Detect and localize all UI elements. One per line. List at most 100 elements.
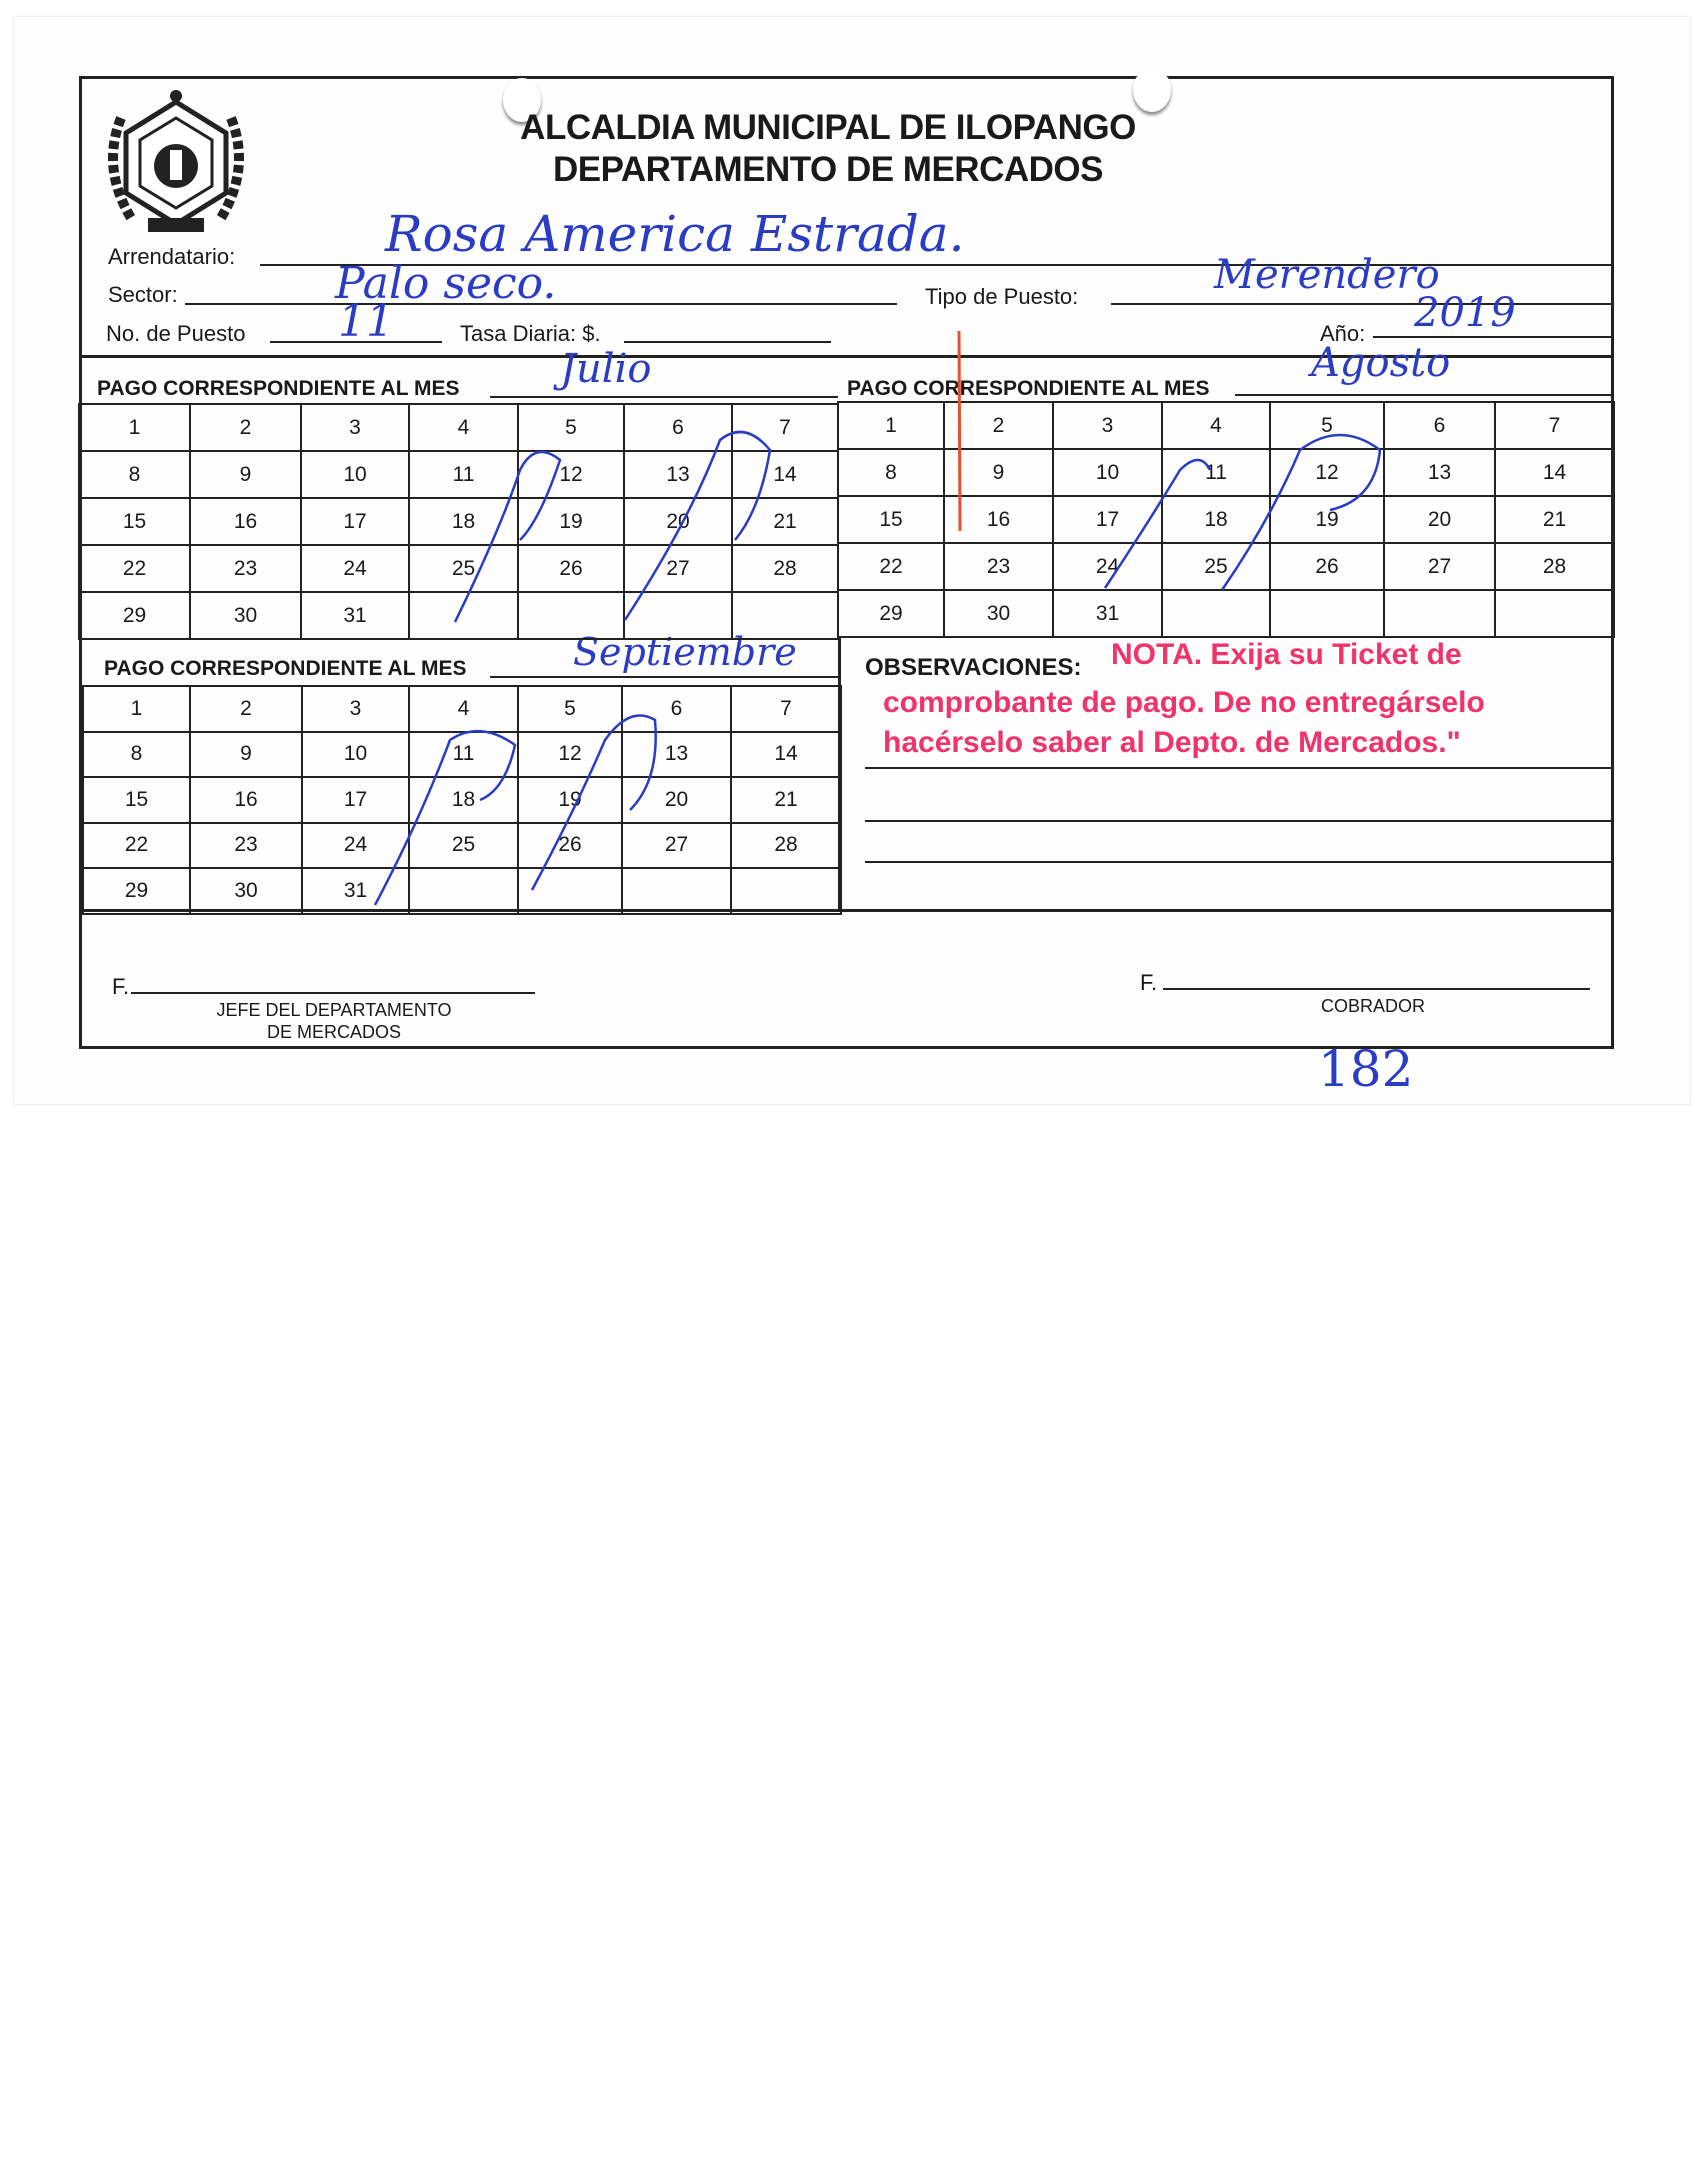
pen-slash (1220, 433, 1382, 591)
day-number: 19 (1315, 507, 1339, 531)
sector-line (185, 303, 897, 305)
day-number: 5 (1321, 413, 1333, 437)
anio-label: Año: (1320, 321, 1366, 346)
day-number: 14 (774, 742, 798, 766)
day-number: 9 (240, 742, 252, 766)
right-signature-prefix: F. (1140, 970, 1158, 995)
tipo-puesto-value[interactable]: Merendero (1214, 252, 1440, 298)
month-3-label: PAGO CORRESPONDIENTE AL MES (104, 657, 467, 680)
day-number: 22 (122, 556, 147, 580)
day-number: 19 (559, 509, 583, 533)
day-number: 30 (986, 601, 1011, 625)
day-number: 6 (1433, 413, 1446, 437)
anio-value[interactable]: 2019 (1414, 290, 1516, 336)
day-number: 30 (234, 878, 258, 902)
day-number: 24 (1095, 554, 1120, 578)
handwritten-number: 182 (1318, 1040, 1414, 1098)
obs-line (865, 767, 1614, 769)
day-number: 7 (779, 415, 791, 439)
day-number: 3 (349, 696, 362, 720)
day-number: 3 (349, 415, 361, 439)
day-number: 8 (128, 462, 141, 486)
day-number: 4 (1210, 413, 1222, 437)
empty-cell[interactable] (730, 867, 842, 915)
pen-slash (530, 714, 657, 891)
red-mark (957, 330, 962, 532)
anio-line (1373, 336, 1612, 338)
empty-cell[interactable] (1494, 589, 1615, 638)
day-number: 22 (124, 833, 149, 857)
day-number: 25 (1204, 554, 1228, 578)
day-number: 23 (233, 556, 258, 580)
puesto-value[interactable]: 11 (338, 296, 394, 347)
day-number: 6 (672, 415, 684, 439)
day-number: 15 (879, 507, 903, 531)
left-signature-prefix: F. (112, 974, 130, 999)
puesto-line (270, 341, 442, 343)
day-number: 23 (986, 554, 1011, 578)
day-number: 11 (452, 742, 475, 766)
day-number: 16 (986, 507, 1011, 531)
pen-slash (623, 430, 772, 621)
day-number: 3 (1101, 413, 1114, 437)
day-number: 6 (670, 696, 683, 720)
day-number: 14 (1542, 460, 1567, 484)
page-subtitle: DEPARTAMENTO DE MERCADOS (553, 150, 1103, 189)
day-number: 28 (774, 833, 798, 857)
divider (79, 355, 1614, 358)
day-number: 27 (1427, 554, 1452, 578)
pen-slash (373, 729, 517, 906)
punch-hole (503, 78, 541, 122)
left-signature-title-2: DE MERCADOS (266, 1022, 402, 1042)
day-number: 18 (451, 787, 476, 811)
sector-label: Sector: (108, 282, 178, 307)
day-number: 24 (343, 833, 368, 857)
day-number: 11 (1205, 460, 1227, 484)
day-number: 31 (343, 603, 367, 627)
day-number: 29 (122, 603, 147, 627)
day-number: 15 (122, 509, 147, 533)
card-border (79, 76, 1614, 1049)
arrendatario-value[interactable]: Rosa America Estrada. (385, 205, 965, 263)
pen-slash (453, 450, 562, 623)
sector-value[interactable]: Palo seco. (335, 258, 557, 309)
day-number: 24 (343, 556, 367, 580)
day-number: 31 (1095, 601, 1120, 625)
day-number: 10 (343, 742, 368, 766)
day-number: 4 (457, 696, 470, 720)
day-number: 29 (879, 601, 903, 625)
day-number: 29 (124, 878, 149, 902)
note-line-1: NOTA. Exija su Ticket de (1111, 638, 1462, 671)
tipo-puesto-line (1111, 303, 1612, 305)
month-1-label: PAGO CORRESPONDIENTE AL MES (97, 377, 460, 400)
month-1-line (490, 396, 838, 398)
day-number: 12 (558, 742, 582, 766)
month-2-value[interactable]: Agosto (1311, 340, 1451, 386)
day-number: 9 (992, 460, 1005, 484)
observaciones-label: OBSERVACIONES: (865, 654, 1082, 681)
day-number: 18 (451, 509, 476, 533)
day-number: 5 (564, 696, 576, 720)
day-number: 30 (233, 603, 258, 627)
month-1-value[interactable]: Julio (560, 346, 652, 392)
day-number: 28 (773, 556, 797, 580)
day-number: 1 (130, 696, 143, 720)
obs-line (865, 861, 1614, 863)
note-line-2: comprobante de pago. De no entregárselo (883, 686, 1485, 719)
day-number: 25 (451, 556, 476, 580)
day-number: 7 (1548, 413, 1561, 437)
day-number: 22 (879, 554, 903, 578)
day-number: 26 (559, 556, 583, 580)
day-number: 20 (666, 509, 690, 533)
divider (79, 909, 1614, 912)
day-number: 2 (992, 413, 1005, 437)
month-3-value[interactable]: Septiembre (573, 630, 797, 674)
day-number: 23 (234, 833, 258, 857)
right-signature-line (1163, 988, 1590, 990)
day-number: 5 (565, 415, 577, 439)
day-number: 27 (664, 833, 689, 857)
tipo-puesto-label: Tipo de Puesto: (925, 284, 1079, 309)
month-2-line (1235, 394, 1612, 396)
day-number: 16 (234, 787, 258, 811)
pen-slash (1103, 458, 1212, 589)
